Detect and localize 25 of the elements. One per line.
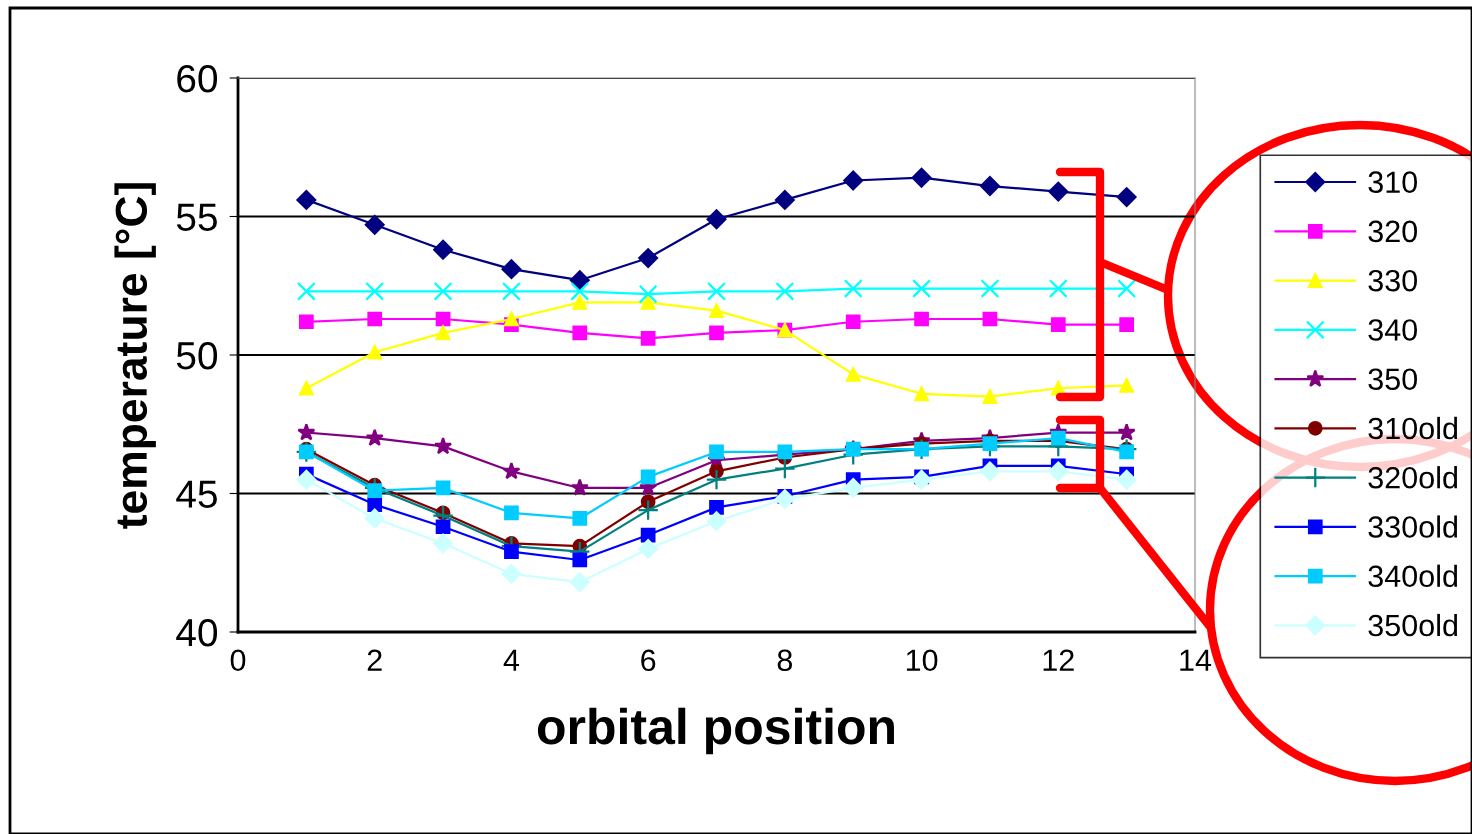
legend-label: 350old (1368, 613, 1458, 637)
x-tick-label: 12 (1043, 649, 1074, 671)
y-tick-label: 50 (176, 341, 218, 370)
legend-label: 310old (1368, 416, 1458, 440)
legend-label: 340old (1368, 564, 1458, 588)
x-tick-label: 2 (367, 649, 382, 671)
y-axis-title: temperature [°C] (114, 183, 156, 529)
y-tick-label: 45 (176, 480, 217, 508)
y-tick-label: 40 (176, 618, 218, 647)
legend-label: 330 (1368, 269, 1418, 292)
legend-label: 330old (1368, 515, 1458, 538)
y-tick-label: 55 (176, 203, 217, 231)
x-axis-title: orbital position (537, 707, 894, 755)
legend-label: 320old (1368, 466, 1458, 489)
x-tick-label: 8 (777, 649, 793, 672)
legend-label: 320 (1368, 220, 1418, 243)
legend-label: 340 (1368, 319, 1418, 341)
x-tick-label: 14 (1180, 649, 1212, 671)
legend-label: 310 (1368, 171, 1418, 193)
x-tick-label: 6 (641, 649, 656, 672)
y-tick-label: 60 (177, 64, 218, 93)
legend-label: 350 (1368, 368, 1418, 391)
x-tick-label: 0 (230, 649, 246, 672)
x-tick-label: 10 (906, 649, 938, 672)
x-tick-label: 4 (503, 649, 520, 671)
